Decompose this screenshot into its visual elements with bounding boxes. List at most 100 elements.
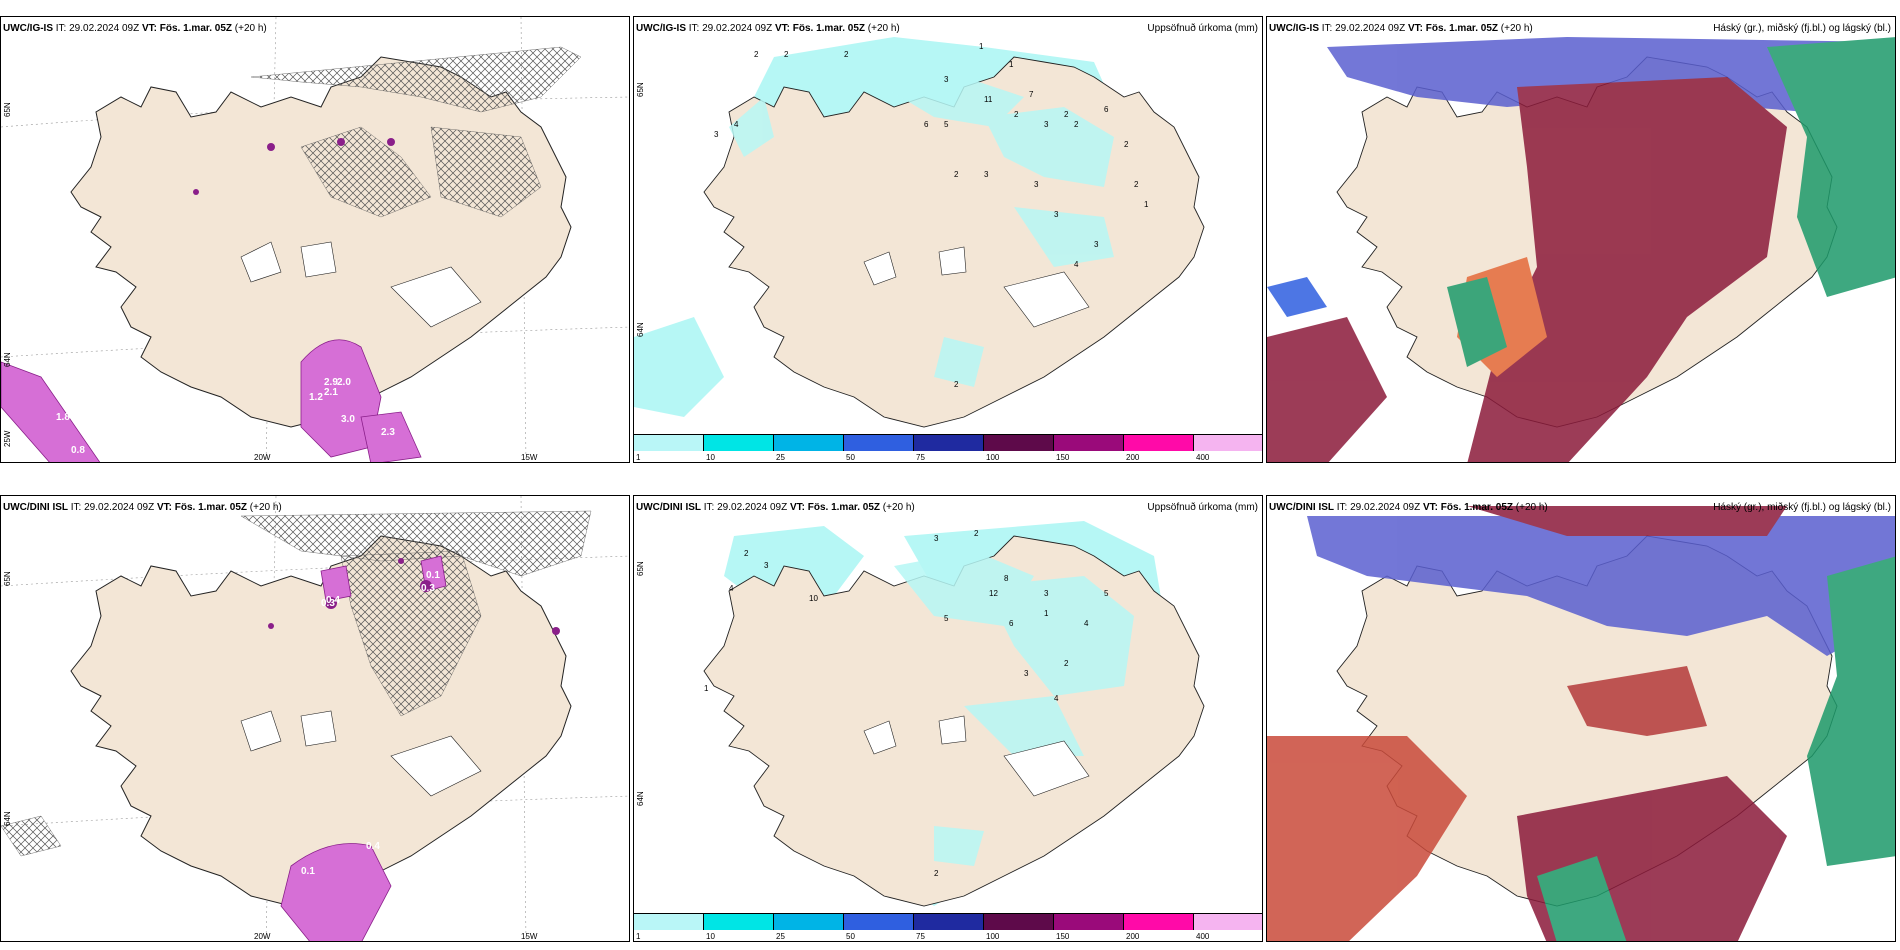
- legend-label: 50: [846, 453, 855, 462]
- panel-title: UWC/IG-IS IT: 29.02.2024 09Z VT: Fös. 1.…: [1269, 23, 1533, 34]
- precip-legend-labels: 1 10 25 50 75 100 150 200 400: [634, 453, 1262, 462]
- svg-text:3: 3: [1044, 589, 1049, 598]
- value-label: 2.9: [324, 377, 338, 388]
- svg-text:3: 3: [1054, 210, 1059, 219]
- legend-color-segment: [914, 435, 984, 451]
- map-canvas: 0.3 0.3 0.4 0.4 0.1 0.1: [1, 496, 629, 941]
- svg-text:4: 4: [1074, 260, 1079, 269]
- value-label: 3.0: [341, 414, 355, 425]
- lat-label: 64N: [3, 811, 12, 826]
- svg-text:2: 2: [754, 50, 759, 59]
- legend-color-segment: [984, 914, 1054, 930]
- legend-label: 75: [916, 453, 925, 462]
- svg-text:4: 4: [1084, 619, 1089, 628]
- svg-text:7: 7: [1029, 90, 1034, 99]
- lat-label: 64N: [636, 791, 645, 806]
- legend-color-segment: [634, 914, 704, 930]
- lon-label: 15W: [521, 453, 538, 462]
- map-panel-igis-clouds: UWC/IG-IS IT: 29.02.2024 09Z VT: Fös. 1.…: [1266, 16, 1896, 463]
- svg-text:3: 3: [944, 75, 949, 84]
- legend-label: 10: [706, 932, 715, 941]
- svg-text:10: 10: [809, 594, 818, 603]
- value-label: 0.1: [301, 866, 315, 877]
- precip-legend-labels: 1 10 25 50 75 100 150 200 400: [634, 932, 1262, 941]
- legend-color-segment: [844, 435, 914, 451]
- legend-label: 400: [1196, 932, 1210, 941]
- panel-title: UWC/DINI ISL IT: 29.02.2024 09Z VT: Fös.…: [3, 502, 282, 513]
- value-label: 2.1: [324, 387, 338, 398]
- legend-label: 200: [1126, 453, 1140, 462]
- svg-text:1: 1: [979, 42, 984, 51]
- map-canvas: [1267, 506, 1895, 941]
- value-label: 0.1: [426, 570, 440, 581]
- precip-legend: [634, 434, 1262, 454]
- svg-text:5: 5: [1104, 589, 1109, 598]
- legend-color-segment: [984, 435, 1054, 451]
- legend-label: 100: [986, 932, 1000, 941]
- legend-color-segment: [774, 914, 844, 930]
- svg-text:12: 12: [989, 589, 998, 598]
- svg-text:6: 6: [1104, 105, 1109, 114]
- svg-text:3: 3: [984, 170, 989, 179]
- map-canvas: [1267, 37, 1895, 462]
- svg-text:6: 6: [1009, 619, 1014, 628]
- legend-color-segment: [774, 435, 844, 451]
- panel-right-title: Uppsöfnuð úrkoma (mm): [1147, 23, 1258, 34]
- map-panel-dini-precip: UWC/DINI ISL IT: 29.02.2024 09Z VT: Fös.…: [633, 495, 1263, 942]
- map-panel-dini-clouds: UWC/DINI ISL IT: 29.02.2024 09Z VT: Fös.…: [1266, 495, 1896, 942]
- svg-text:3: 3: [1024, 669, 1029, 678]
- panel-title: UWC/DINI ISL IT: 29.02.2024 09Z VT: Fös.…: [1269, 502, 1548, 513]
- lon-label: 15W: [521, 932, 538, 941]
- value-label: 0.4: [326, 595, 340, 606]
- legend-color-segment: [634, 435, 704, 451]
- map-canvas: 2 2 2 1 3 5 6 4 3 1 2 3 2 6 2 11 7 2 2 1…: [634, 37, 1205, 428]
- svg-text:1: 1: [1144, 200, 1149, 209]
- svg-text:2: 2: [1064, 110, 1069, 119]
- value-label: 0.4: [366, 841, 380, 852]
- legend-color-segment: [914, 914, 984, 930]
- svg-text:2: 2: [1134, 180, 1139, 189]
- legend-label: 1: [636, 453, 641, 462]
- legend-color-segment: [1054, 914, 1124, 930]
- panel-title: UWC/IG-IS IT: 29.02.2024 09Z VT: Fös. 1.…: [636, 23, 900, 34]
- svg-text:1: 1: [1044, 609, 1049, 618]
- legend-color-segment: [1124, 914, 1194, 930]
- legend-color-segment: [1124, 435, 1194, 451]
- lon-label: 20W: [254, 453, 271, 462]
- legend-label: 1: [636, 932, 641, 941]
- legend-color-segment: [844, 914, 914, 930]
- svg-text:6: 6: [924, 120, 929, 129]
- value-label: 2.0: [337, 377, 351, 388]
- svg-text:2: 2: [1074, 120, 1079, 129]
- panel-right-title: Uppsöfnuð úrkoma (mm): [1147, 502, 1258, 513]
- svg-text:3: 3: [764, 561, 769, 570]
- lat-label: 64N: [636, 322, 645, 337]
- lat-label: 65N: [3, 102, 12, 117]
- map-panel-igis-snow: UWC/IG-IS IT: 29.02.2024 09Z VT: Fös. 1.…: [0, 16, 630, 463]
- legend-color-segment: [704, 435, 774, 451]
- legend-color-segment: [704, 914, 774, 930]
- legend-color-segment: [1194, 435, 1262, 451]
- lat-label: 65N: [636, 82, 645, 97]
- value-label: 1.2: [309, 392, 323, 403]
- svg-text:2: 2: [744, 549, 749, 558]
- lat-label: 64N: [3, 352, 12, 367]
- svg-text:4: 4: [734, 120, 739, 129]
- panel-right-title: Háský (gr.), miðský (fj.bl.) og lágský (…: [1713, 502, 1891, 513]
- legend-label: 200: [1126, 932, 1140, 941]
- legend-label: 100: [986, 453, 1000, 462]
- panel-title: UWC/IG-IS IT: 29.02.2024 09Z VT: Fös. 1.…: [3, 23, 267, 34]
- map-canvas: 2.9 2.0 1.2 2.1 3.0 2.3 0.8 1.8: [1, 17, 629, 462]
- svg-text:8: 8: [1004, 574, 1009, 583]
- value-label: 2.3: [381, 427, 395, 438]
- svg-text:2: 2: [1064, 659, 1069, 668]
- svg-text:2: 2: [934, 869, 939, 878]
- panel-title: UWC/DINI ISL IT: 29.02.2024 09Z VT: Fös.…: [636, 502, 915, 513]
- svg-text:5: 5: [944, 614, 949, 623]
- svg-text:2: 2: [974, 529, 979, 538]
- value-label: 1.8: [56, 412, 70, 423]
- legend-label: 10: [706, 453, 715, 462]
- svg-text:4: 4: [1054, 694, 1059, 703]
- value-label: 0.3: [421, 583, 435, 594]
- svg-text:2: 2: [844, 50, 849, 59]
